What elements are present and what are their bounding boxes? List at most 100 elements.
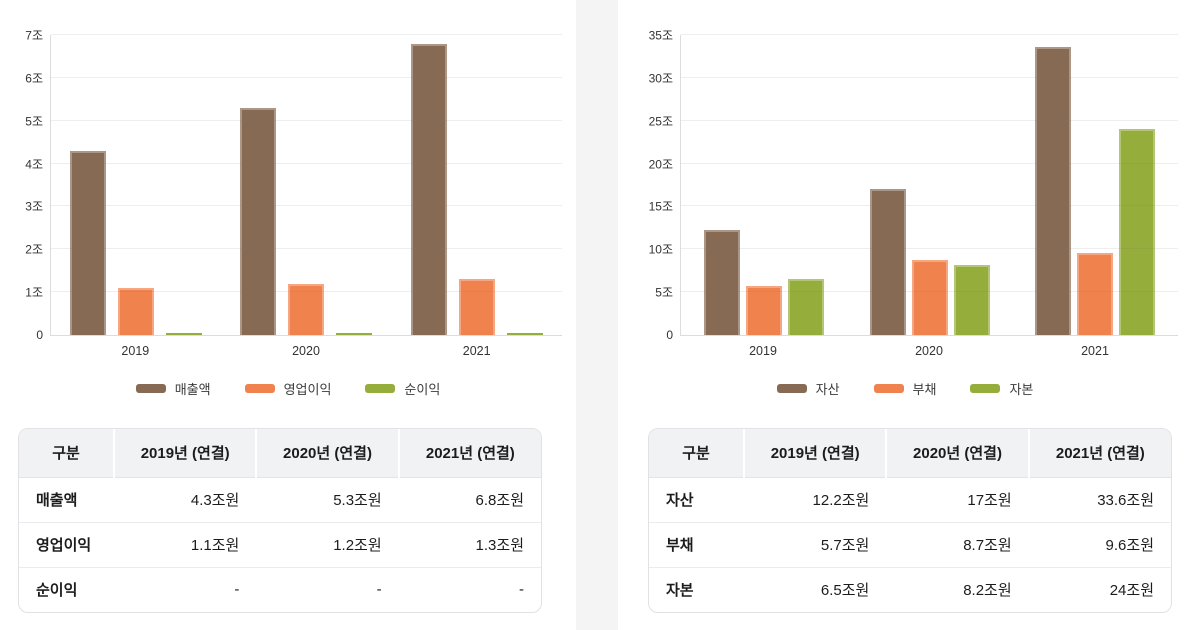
x-axis-label-2019: 2019 <box>749 344 777 358</box>
legend-item-assets[interactable]: 자산 <box>776 379 840 398</box>
cell-equity-1: 8.2조원 <box>886 566 1029 612</box>
bar-net-profit-2021[interactable] <box>506 333 543 335</box>
bar-revenue-2019[interactable] <box>70 150 107 335</box>
x-axis-label-2020: 2020 <box>292 344 320 358</box>
chart-plot-area: 0 5조 10조 15조 20조 25조 30조 35조 <box>649 29 1178 342</box>
row-label-equity: 자본 <box>649 566 744 612</box>
cell-liabilities-2: 9.6조원 <box>1028 521 1171 567</box>
income-bar-chart: 0 1조 2조 3조 4조 5조 6조 7조 2019 2020 2021 매출액 영업이익 순이익 <box>0 29 576 398</box>
bar-revenue-2021[interactable] <box>410 43 447 335</box>
row-label-assets: 자산 <box>666 492 694 509</box>
legend-label-revenue: 매출액 <box>174 381 211 397</box>
cell-operating-profit-1: 1.2조원 <box>256 521 399 567</box>
cell-equity-2: 24조원 <box>1028 566 1171 612</box>
cell-operating-profit-0: 1.1조원 <box>114 521 257 567</box>
row-label-operating-profit: 영업이익 <box>19 521 114 567</box>
table-header-row: 구분 2019년 (연결) 2020년 (연결) 2021년 (연결) <box>649 429 1171 478</box>
bars-layer <box>51 35 562 335</box>
column-header: 구분 <box>649 429 744 478</box>
table-header-row: 구분 2019년 (연결) 2020년 (연결) 2021년 (연결) <box>19 429 541 478</box>
legend-item-net-profit[interactable]: 순이익 <box>365 379 440 398</box>
cell-net-profit-2: - <box>398 566 541 612</box>
legend-label-net-profit: 순이익 <box>404 381 441 397</box>
bar-net-profit-2020[interactable] <box>336 333 373 335</box>
x-axis-label-2021: 2021 <box>1081 344 1109 358</box>
bar-group-2019 <box>681 35 847 335</box>
bar-equity-2019[interactable] <box>787 279 824 335</box>
row-label-liabilities: 부채 <box>649 521 744 567</box>
bar-operating-profit-2019[interactable] <box>118 287 155 335</box>
balance-bar-chart: 0 5조 10조 15조 20조 25조 30조 35조 2019 2020 2021 자산 부채 자본 <box>618 29 1192 398</box>
bar-liabilities-2021[interactable] <box>1077 252 1114 335</box>
chart-legend: 자산 부채 자본 <box>618 379 1192 398</box>
bar-assets-2020[interactable] <box>869 189 906 335</box>
y-axis-label: 20조 <box>648 157 673 172</box>
cell-liabilities-1: 8.7조원 <box>886 521 1029 567</box>
column-header: 2019년 (연결) <box>112 429 257 478</box>
cell-net-profit-0: - <box>114 566 257 612</box>
y-axis-label: 3조 <box>25 199 43 214</box>
y-axis-label: 30조 <box>648 71 673 86</box>
bar-revenue-2020[interactable] <box>240 107 277 335</box>
cell-net-profit-1: - <box>256 566 399 612</box>
y-axis-label: 5조 <box>655 285 673 300</box>
cell-revenue-0: 4.3조원 <box>190 492 240 509</box>
bar-equity-2020[interactable] <box>953 264 990 335</box>
cell-revenue-2: 6.8조원 <box>475 492 524 509</box>
legend-item-equity[interactable]: 자본 <box>970 379 1033 398</box>
legend-label-operating-profit: 영업이익 <box>283 381 332 397</box>
bar-assets-2019[interactable] <box>703 230 740 335</box>
column-header: 2020년 (연결) <box>255 429 399 478</box>
cell-equity-0: 6.5조원 <box>744 566 887 612</box>
legend-swatch-equity <box>970 383 1001 393</box>
bar-liabilities-2020[interactable] <box>911 260 948 335</box>
y-axis-label: 2조 <box>25 242 43 257</box>
chart-legend: 매출액 영업이익 순이익 <box>0 379 576 398</box>
balance-sheet-panel: 0 5조 10조 15조 20조 25조 30조 35조 2019 2020 2021 자산 부채 자본 … <box>618 0 1192 630</box>
chart-plot-area: 0 1조 2조 3조 4조 5조 6조 7조 <box>25 29 562 342</box>
cell-assets-2: 33.6조원 <box>1097 492 1154 509</box>
financial-table: 구분 2019년 (연결) 2020년 (연결) 2021년 (연결) 매출액 4.3조원… <box>19 429 541 612</box>
y-axis-label: 10조 <box>648 242 673 257</box>
row-label-net-profit: 순이익 <box>19 566 114 612</box>
legend-item-operating-profit[interactable]: 영업이익 <box>244 379 332 398</box>
x-axis-label-2020: 2020 <box>915 344 943 358</box>
y-axis-label: 5조 <box>25 114 43 129</box>
table-row-operating-profit: 영업이익 1.1조원 1.2조원 1.3조원 <box>19 521 541 567</box>
legend-swatch-liabilities <box>873 383 904 393</box>
bar-group-2019 <box>51 35 221 335</box>
row-label-revenue: 매출액 <box>36 492 78 509</box>
legend-swatch-assets <box>776 383 807 393</box>
table-row-equity: 자본 6.5조원 8.2조원 24조원 <box>649 566 1171 612</box>
legend-item-revenue[interactable]: 매출액 <box>135 379 211 398</box>
bar-operating-profit-2021[interactable] <box>458 279 495 335</box>
legend-item-liabilities[interactable]: 부채 <box>873 379 936 398</box>
y-axis-label: 35조 <box>648 28 673 43</box>
column-header: 2021년 (연결) <box>1027 429 1171 478</box>
legend-swatch-revenue <box>135 383 166 393</box>
bar-assets-2021[interactable] <box>1035 47 1072 335</box>
bar-operating-profit-2020[interactable] <box>288 283 325 335</box>
bar-liabilities-2019[interactable] <box>745 286 782 335</box>
table-row-assets: 자산 12.2조원 17조원 33.6조원 <box>649 477 1171 522</box>
x-axis-label-2021: 2021 <box>462 344 491 358</box>
cell-assets-0: 12.2조원 <box>812 492 870 509</box>
column-header: 구분 <box>19 429 114 478</box>
bar-net-profit-2019[interactable] <box>166 333 203 335</box>
y-axis-label: 25조 <box>648 114 673 129</box>
y-axis-label: 0 <box>666 328 673 342</box>
legend-swatch-net-profit <box>365 383 396 393</box>
x-axis-labels: 2019 2020 2021 <box>680 336 1178 358</box>
bar-group-2021 <box>392 35 562 335</box>
legend-label-equity: 자본 <box>1009 381 1034 397</box>
y-axis-label: 1조 <box>25 285 43 300</box>
column-header: 2019년 (연결) <box>742 429 887 478</box>
cell-assets-1: 17조원 <box>967 492 1012 509</box>
y-axis-label: 0 <box>36 328 43 342</box>
panel-divider <box>576 0 618 630</box>
bar-equity-2021[interactable] <box>1119 129 1156 335</box>
column-header: 2021년 (연결) <box>397 429 541 478</box>
table-row-revenue: 매출액 4.3조원 5.3조원 6.8조원 <box>19 477 541 522</box>
income-table-card: 구분 2019년 (연결) 2020년 (연결) 2021년 (연결) 매출액 4.3조원… <box>18 428 542 613</box>
